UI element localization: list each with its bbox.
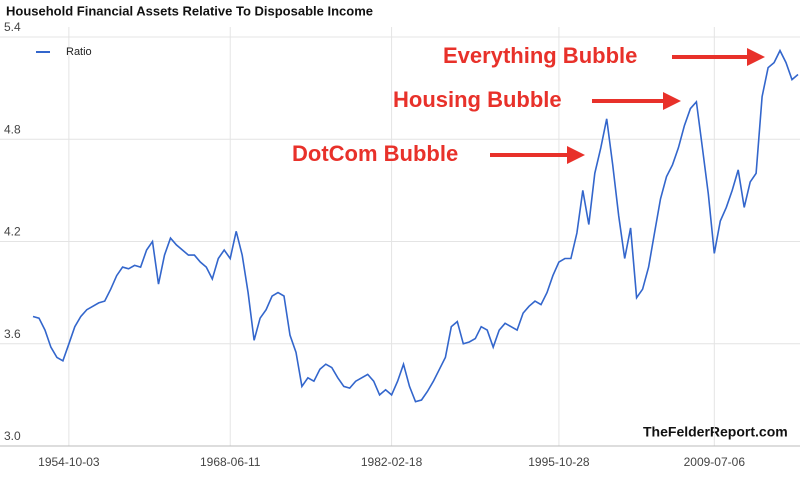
annotation-arrowhead <box>567 146 585 164</box>
legend-label: Ratio <box>66 46 92 58</box>
x-tick-label: 2009-07-06 <box>684 455 746 469</box>
y-tick-label: 4.2 <box>4 225 21 239</box>
line <box>32 48 799 403</box>
annotation-arrowhead <box>663 92 681 110</box>
y-tick-label: 3.0 <box>4 429 21 443</box>
y-tick-label: 5.4 <box>4 20 21 34</box>
y-tick-label: 3.6 <box>4 327 21 341</box>
chart-title: Household Financial Assets Relative To D… <box>6 3 373 18</box>
annotation: Everything Bubble <box>443 43 637 68</box>
watermark: TheFelderReport.com <box>643 424 788 440</box>
annotation: Housing Bubble <box>393 87 562 112</box>
annotation: DotCom Bubble <box>292 141 458 166</box>
y-tick-label: 4.8 <box>4 122 21 136</box>
annotation-arrowhead <box>747 48 765 66</box>
x-tick-label: 1954-10-03 <box>38 455 100 469</box>
x-tick-label: 1995-10-28 <box>528 455 590 469</box>
x-tick-label: 1968-06-11 <box>200 455 261 469</box>
x-tick-label: 1982-02-18 <box>361 455 423 469</box>
